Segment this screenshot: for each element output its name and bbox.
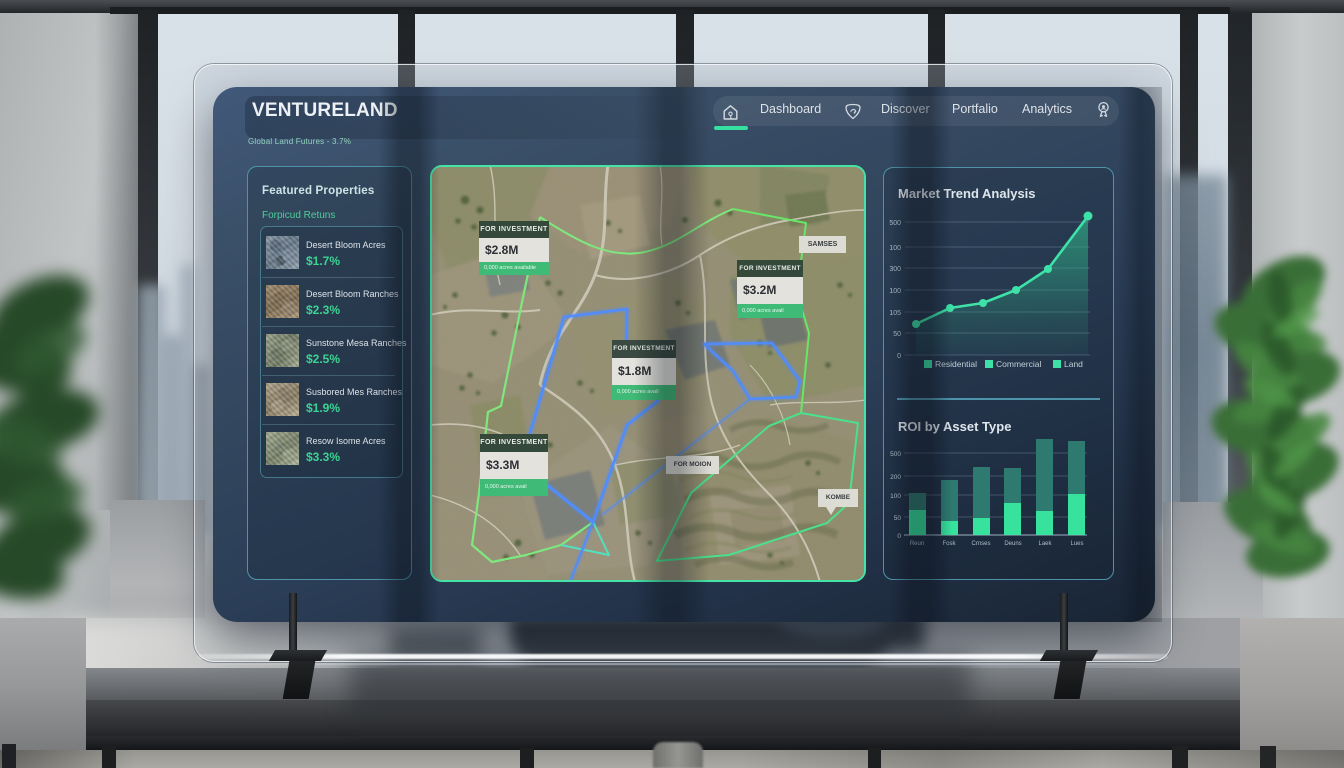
svg-text:Reun: Reun [910, 541, 924, 547]
svg-text:100: 100 [890, 493, 901, 500]
svg-text:500: 500 [890, 451, 901, 458]
svg-text:Lues: Lues [1070, 541, 1083, 547]
svg-text:300: 300 [889, 266, 901, 273]
svg-text:Fosk: Fosk [942, 541, 956, 547]
svg-text:0: 0 [897, 353, 901, 360]
svg-text:50: 50 [894, 515, 902, 522]
svg-text:500: 500 [889, 220, 901, 227]
svg-text:100: 100 [889, 245, 901, 252]
svg-text:Laek: Laek [1038, 541, 1052, 547]
svg-text:Crnses: Crnses [971, 541, 990, 547]
svg-text:Deuns: Deuns [1004, 541, 1021, 547]
svg-text:50: 50 [893, 331, 901, 338]
svg-text:200: 200 [890, 474, 901, 481]
svg-text:0: 0 [897, 533, 901, 540]
svg-text:105: 105 [889, 310, 901, 317]
svg-text:100: 100 [889, 288, 901, 295]
